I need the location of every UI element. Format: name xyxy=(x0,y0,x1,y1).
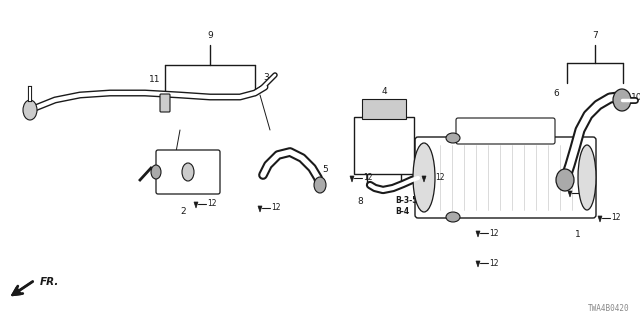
Polygon shape xyxy=(476,231,480,237)
Polygon shape xyxy=(194,202,198,208)
Text: B-4: B-4 xyxy=(395,207,409,216)
Text: 12: 12 xyxy=(581,188,591,197)
Polygon shape xyxy=(476,261,480,267)
Text: 12: 12 xyxy=(489,228,499,237)
Ellipse shape xyxy=(182,163,194,181)
Text: 7: 7 xyxy=(592,31,598,40)
Text: 12: 12 xyxy=(207,199,217,209)
FancyBboxPatch shape xyxy=(362,99,406,119)
FancyBboxPatch shape xyxy=(415,137,596,218)
Text: 11: 11 xyxy=(148,76,160,84)
Ellipse shape xyxy=(578,145,596,210)
Text: 5: 5 xyxy=(322,165,328,174)
Text: 2: 2 xyxy=(180,207,186,216)
Text: 12: 12 xyxy=(489,259,499,268)
Ellipse shape xyxy=(413,143,435,212)
Text: 8: 8 xyxy=(357,197,363,206)
Text: B-3-5: B-3-5 xyxy=(395,196,417,205)
Text: 1: 1 xyxy=(575,230,581,239)
Text: 12: 12 xyxy=(611,213,621,222)
Text: FR.: FR. xyxy=(40,277,60,287)
Polygon shape xyxy=(568,191,572,197)
FancyBboxPatch shape xyxy=(354,117,414,174)
Ellipse shape xyxy=(23,100,37,120)
Ellipse shape xyxy=(446,212,460,222)
Text: 10: 10 xyxy=(631,93,640,102)
Ellipse shape xyxy=(151,165,161,179)
Text: 12: 12 xyxy=(435,173,445,182)
Polygon shape xyxy=(598,216,602,222)
Text: TWA4B0420: TWA4B0420 xyxy=(588,304,630,313)
Text: 12: 12 xyxy=(271,204,281,212)
Text: 9: 9 xyxy=(207,31,213,40)
Text: 12: 12 xyxy=(364,173,372,182)
FancyBboxPatch shape xyxy=(456,118,555,144)
Polygon shape xyxy=(258,206,262,212)
Polygon shape xyxy=(422,176,426,182)
Ellipse shape xyxy=(556,169,574,191)
Ellipse shape xyxy=(613,89,631,111)
Text: 3: 3 xyxy=(263,73,269,82)
FancyBboxPatch shape xyxy=(156,150,220,194)
Text: 4: 4 xyxy=(381,87,387,96)
Ellipse shape xyxy=(314,177,326,193)
FancyBboxPatch shape xyxy=(160,94,170,112)
Ellipse shape xyxy=(446,133,460,143)
Text: 6: 6 xyxy=(553,89,559,98)
Polygon shape xyxy=(350,176,354,182)
